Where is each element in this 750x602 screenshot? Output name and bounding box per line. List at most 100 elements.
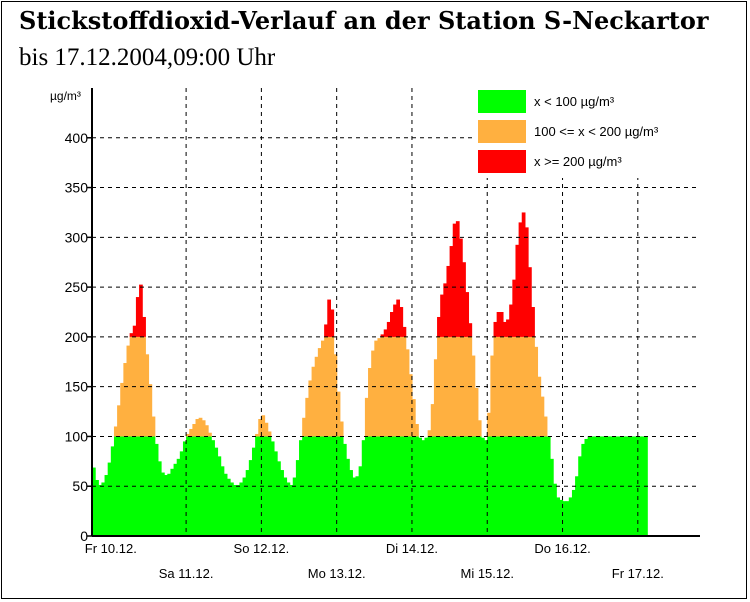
bar-green <box>496 436 501 536</box>
bar-green <box>571 489 576 536</box>
bar-red <box>496 312 501 337</box>
bar-green <box>465 436 470 536</box>
bar-orange <box>368 368 372 437</box>
bar-orange <box>449 336 454 437</box>
bar-red <box>327 299 331 337</box>
chart-subtitle: bis 17.12.2004,09:00 Uhr <box>19 44 276 71</box>
bar-red <box>468 323 473 337</box>
bar-orange <box>506 336 510 437</box>
bar-green <box>559 499 564 536</box>
bar-red <box>380 334 385 337</box>
bar-red <box>462 262 466 337</box>
bar-green <box>126 436 131 536</box>
bar-orange <box>189 428 193 437</box>
bar-green <box>625 436 629 536</box>
bar-green <box>358 466 363 536</box>
bar-green <box>528 436 532 536</box>
legend-swatch <box>478 150 526 173</box>
x-tick-label: Do 16.12. <box>534 541 590 556</box>
bar-red <box>502 321 507 337</box>
bar-orange <box>126 345 131 437</box>
bar-green <box>214 447 219 536</box>
x-tick-label: Fr 17.12. <box>612 566 664 581</box>
bar-red <box>452 223 457 337</box>
bar-green <box>236 484 241 536</box>
bar-orange <box>474 387 479 437</box>
bar-orange <box>302 417 306 437</box>
bar-red <box>399 307 404 337</box>
bar-orange <box>148 384 153 437</box>
bar-orange <box>405 349 410 437</box>
bar-green <box>383 436 388 536</box>
bar-orange <box>374 340 379 437</box>
bar-red <box>390 312 394 337</box>
bar-orange <box>314 356 319 437</box>
bar-green <box>277 461 281 536</box>
bar-orange <box>151 416 156 437</box>
bar-orange <box>258 419 262 437</box>
bar-green <box>433 436 438 536</box>
bar-green <box>270 441 275 536</box>
legend-label: 100 <= x < 200 µg/m³ <box>534 124 659 139</box>
bar-orange <box>446 336 451 437</box>
bar-orange <box>192 424 197 437</box>
bar-green <box>568 497 573 536</box>
bar-red <box>129 333 134 337</box>
bar-orange <box>518 336 523 437</box>
bar-green <box>521 436 526 536</box>
bar-red <box>446 265 451 337</box>
bar-green <box>631 436 636 536</box>
bar-green <box>455 436 460 536</box>
y-tick-label: 100 <box>65 428 89 444</box>
chart-grid <box>92 88 700 536</box>
bar-green <box>145 436 150 536</box>
bar-green <box>305 436 310 536</box>
bar-green <box>98 484 103 536</box>
bar-orange <box>393 336 397 437</box>
x-tick-label: Fr 10.12. <box>85 541 137 556</box>
bar-green <box>606 436 611 536</box>
bar-green <box>361 440 366 536</box>
bar-red <box>402 326 407 337</box>
bar-orange <box>120 382 124 437</box>
bar-green <box>151 436 156 536</box>
bar-green <box>449 436 454 536</box>
bar-orange <box>204 425 209 437</box>
bar-green <box>283 477 288 536</box>
bar-green <box>336 436 341 536</box>
bar-red <box>531 307 535 337</box>
bar-green <box>320 436 325 536</box>
bar-green <box>600 436 604 536</box>
bar-orange <box>336 391 341 437</box>
bar-green <box>113 436 118 536</box>
bar-green <box>239 482 244 536</box>
bar-orange <box>308 380 313 437</box>
bar-green <box>248 460 253 536</box>
legend-label: x < 100 µg/m³ <box>534 94 615 109</box>
bar-orange <box>261 415 266 437</box>
bar-orange <box>487 412 491 437</box>
bar-green <box>487 436 491 536</box>
bar-red <box>132 325 137 337</box>
bar-green <box>173 463 178 536</box>
bar-green <box>543 436 548 536</box>
bar-orange <box>543 416 548 437</box>
bar-orange <box>427 430 432 437</box>
bar-green <box>154 443 159 536</box>
bar-green <box>164 475 168 536</box>
bar-orange <box>512 336 517 437</box>
bar-orange <box>471 355 476 437</box>
bar-green <box>273 451 278 536</box>
bar-orange <box>145 354 150 437</box>
bar-orange <box>465 336 470 437</box>
bar-green <box>95 480 99 536</box>
bar-green <box>640 436 645 536</box>
bar-orange <box>198 417 203 437</box>
bar-green <box>502 436 507 536</box>
bar-green <box>129 436 134 536</box>
bar-green <box>104 475 109 536</box>
bar-green <box>565 501 570 536</box>
bar-orange <box>320 340 325 437</box>
bar-green <box>609 436 614 536</box>
bar-green <box>327 436 331 536</box>
